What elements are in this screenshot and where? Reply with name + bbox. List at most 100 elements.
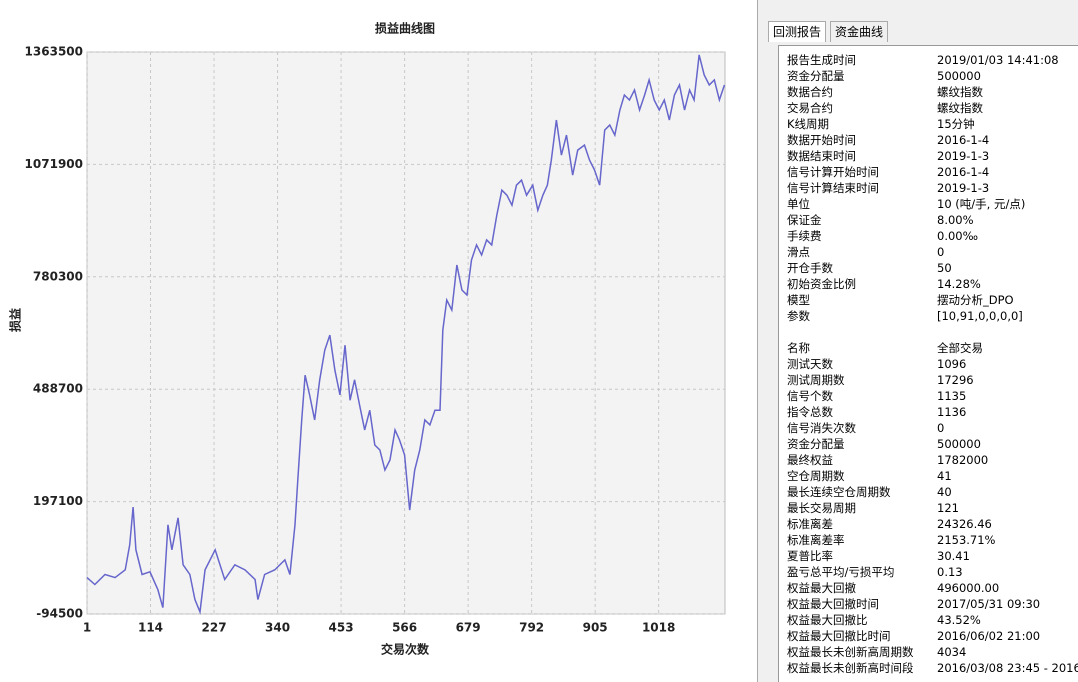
row-value: 2153.71%	[937, 533, 996, 547]
row-key: K线周期	[787, 117, 830, 131]
row-key: 数据开始时间	[787, 133, 856, 147]
x-tick-label: 1018	[642, 621, 675, 635]
row-value: 摆动分析_DPO	[937, 293, 1014, 307]
row-value: 2016/03/08 23:45 - 2016/	[937, 661, 1078, 675]
row-key: 资金分配量	[787, 437, 845, 451]
row-value: 全部交易	[937, 341, 983, 355]
row-value: 496000.00	[937, 581, 1000, 595]
row-key: 权益最大回撤比时间	[787, 629, 891, 643]
x-tick-label: 114	[138, 621, 163, 635]
row-value: 1135	[937, 389, 967, 403]
x-tick-label: 679	[456, 621, 481, 635]
row-key: 权益最大回撤时间	[787, 597, 879, 611]
row-value: 2016-1-4	[937, 165, 990, 179]
row-key: 测试周期数	[787, 373, 845, 387]
row-value: 50	[937, 261, 952, 275]
x-tick-label: 566	[392, 621, 417, 635]
equity-line	[86, 54, 726, 615]
row-value: 2019-1-3	[937, 149, 990, 163]
row-key: 最长连续空仓周期数	[787, 485, 891, 499]
y-tick-label: 780300	[33, 269, 83, 283]
x-tick-label: 453	[329, 621, 354, 635]
row-value: 121	[937, 501, 959, 515]
y-tick-label: -94500	[36, 607, 83, 621]
chart-title: 损益曲线图	[375, 21, 435, 36]
row-value: 0	[937, 421, 945, 435]
row-value: 17296	[937, 373, 974, 387]
row-value: 24326.46	[937, 517, 992, 531]
row-value: 500000	[937, 437, 981, 451]
row-value: 4034	[937, 645, 967, 659]
tab[interactable]: 回测报告	[768, 21, 827, 42]
row-key: 信号计算开始时间	[787, 165, 879, 179]
row-key: 手续费	[787, 229, 822, 243]
chart: 损益曲线图 交易次数 损益 -94500 197100 488700 780300 10…	[8, 21, 726, 657]
row-value: 0.13	[937, 565, 963, 579]
row-key: 最长交易周期	[787, 501, 856, 515]
row-key: 滑点	[787, 245, 810, 259]
row-value: 2016-1-4	[937, 133, 990, 147]
report-panel: 报告生成时间 2019/01/03 14:41:08 资金分配量 500000 数据合约…	[757, 0, 1078, 682]
row-value: 2019/01/03 14:41:08	[937, 53, 1059, 67]
row-key: 报告生成时间	[787, 53, 856, 67]
x-tick-label: 792	[519, 621, 544, 635]
row-value: 8.00%	[937, 213, 974, 227]
y-axis-title: 损益	[8, 308, 23, 332]
row-value: 41	[937, 469, 952, 483]
plot-area	[86, 51, 726, 615]
row-key: 空仓周期数	[787, 469, 845, 483]
row-key: 数据合约	[787, 85, 833, 99]
row-key: 权益最大回撤	[787, 581, 856, 595]
row-key: 夏普比率	[787, 549, 833, 563]
x-axis-title: 交易次数	[381, 642, 430, 657]
row-key: 测试天数	[787, 357, 833, 371]
x-tick-label: 1	[83, 621, 91, 635]
row-value: 0.00‰	[937, 229, 979, 243]
row-value: 10 (吨/手, 元/点)	[937, 197, 1026, 211]
row-key: 交易合约	[787, 101, 833, 115]
row-key: 保证金	[787, 213, 822, 227]
row-value: 40	[937, 485, 952, 499]
y-tick-label: 197100	[33, 494, 83, 508]
row-key: 指令总数	[787, 405, 833, 419]
x-tick-label: 227	[202, 621, 227, 635]
row-value: 螺纹指数	[937, 85, 983, 99]
row-key: 数据结束时间	[787, 149, 856, 163]
row-value: 500000	[937, 69, 981, 83]
row-key: 资金分配量	[787, 69, 845, 83]
report-table: 报告生成时间 2019/01/03 14:41:08 资金分配量 500000 数据合约…	[778, 45, 1078, 682]
row-value: 1136	[937, 405, 967, 419]
row-value: 2017/05/31 09:30	[937, 597, 1041, 611]
row-value: 14.28%	[937, 277, 981, 291]
row-key: 开仓手数	[787, 261, 833, 275]
tab[interactable]: 资金曲线	[830, 21, 889, 42]
row-key: 标准离差率	[787, 533, 845, 547]
y-tick-label: 1071900	[25, 157, 83, 171]
y-tick-label: 488700	[33, 382, 83, 396]
row-key: 信号消失次数	[787, 421, 856, 435]
row-value: 2016/06/02 21:00	[937, 629, 1041, 643]
row-value: 1782000	[937, 453, 989, 467]
x-tick-label: 905	[583, 621, 608, 635]
row-key: 权益最长未创新高时间段	[787, 661, 914, 675]
row-key: 单位	[787, 197, 810, 211]
row-value: 1096	[937, 357, 967, 371]
row-key: 初始资金比例	[787, 277, 856, 291]
row-value: 30.41	[937, 549, 970, 563]
x-tick-label: 340	[265, 621, 290, 635]
row-key: 权益最长未创新高周期数	[787, 645, 914, 659]
row-key: 权益最大回撤比	[787, 613, 868, 627]
row-key: 最终权益	[787, 453, 833, 467]
row-value: 15分钟	[937, 117, 975, 131]
row-value: 2019-1-3	[937, 181, 990, 195]
row-key: 信号个数	[787, 389, 833, 403]
row-value: 43.52%	[937, 613, 981, 627]
row-value: 0	[937, 245, 945, 259]
y-tick-label: 1363500	[25, 45, 83, 59]
row-key: 盈亏总平均/亏损平均	[787, 565, 895, 579]
row-value: 螺纹指数	[937, 101, 983, 115]
row-key: 信号计算结束时间	[787, 181, 879, 195]
row-value: [10,91,0,0,0,0]	[937, 309, 1023, 323]
row-key: 名称	[787, 341, 810, 355]
